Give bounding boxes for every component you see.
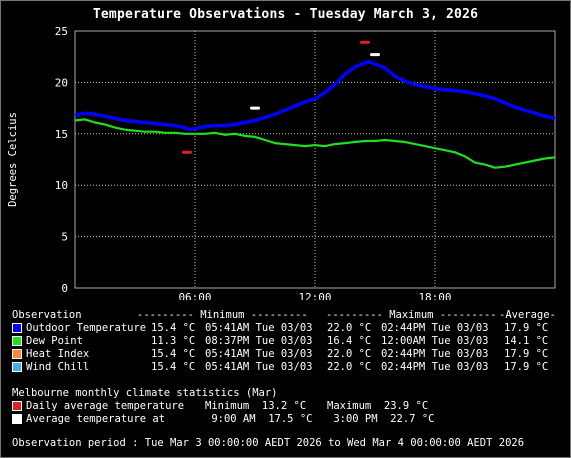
- marker-daily-average-temperature: [182, 150, 192, 154]
- marker-average-temperature-at: [370, 53, 380, 57]
- summary-heat-index-max: 22.0 °C: [327, 348, 372, 360]
- marker-average-temperature-at: [250, 106, 260, 110]
- legend-swatch-heat-index: [12, 349, 22, 359]
- observation-period: Observation period : Tue Mar 3 00:00:00 …: [12, 437, 525, 449]
- climate-stats-title: Melbourne monthly climate statistics (Ma…: [12, 387, 278, 399]
- summary-wind-chill-max: 22.0 °C: [327, 361, 372, 373]
- summary-wind-chill-label: Wind Chill: [26, 361, 90, 373]
- y-tick-label: 15: [55, 128, 68, 141]
- climate-daily-average-temperature-second: Maximum 23.9 °C: [327, 400, 429, 412]
- header-observation: Observation: [12, 309, 82, 321]
- summary-heat-index-avg: 17.9 °C: [504, 348, 549, 360]
- summary-heat-index-min-time: 05:41AM Tue 03/03: [205, 348, 313, 360]
- summary-heat-index-min: 15.4 °C: [151, 348, 196, 360]
- header-minimum: --------- Minimum ---------: [137, 309, 308, 321]
- summary-wind-chill-min-time: 05:41AM Tue 03/03: [205, 361, 313, 373]
- summary-dew-point-min: 11.3 °C: [151, 335, 196, 347]
- summary-dew-point-label: Dew Point: [26, 335, 83, 347]
- summary-outdoor-temperature-avg: 17.9 °C: [504, 322, 549, 334]
- legend-swatch-dew-point: [12, 336, 22, 346]
- summary-wind-chill-max-time: 02:44PM Tue 03/03: [381, 361, 489, 373]
- summary-dew-point-min-time: 08:37PM Tue 03/03: [205, 335, 313, 347]
- summary-outdoor-temperature-max: 22.0 °C: [327, 322, 372, 334]
- summary-wind-chill-min: 15.4 °C: [151, 361, 196, 373]
- summary-wind-chill-avg: 17.9 °C: [504, 361, 549, 373]
- series-line-dew-point: [74, 118, 556, 169]
- x-tick-label: 06:00: [178, 291, 211, 300]
- legend-swatch-wind-chill: [12, 362, 22, 372]
- header-maximum: --------- Maximum ---------: [326, 309, 497, 321]
- y-tick-label: 0: [61, 282, 68, 295]
- chart-title: Temperature Observations - Tuesday March…: [92, 7, 479, 22]
- climate-swatch-daily-average-temperature: [12, 401, 22, 411]
- x-tick-label: 12:00: [298, 291, 331, 300]
- x-tick-label: 18:00: [418, 291, 451, 300]
- climate-average-temperature-at-label: Average temperature at: [26, 413, 166, 425]
- plot-area: [74, 30, 556, 289]
- summary-outdoor-temperature-label: Outdoor Temperature: [26, 322, 147, 334]
- y-tick-label: 10: [55, 179, 68, 192]
- summary-dew-point-max-time: 12:00AM Tue 03/03: [381, 335, 489, 347]
- climate-average-temperature-at-first: 9:00 AM 17.5 °C: [205, 413, 313, 425]
- y-tick-label: 25: [55, 25, 68, 38]
- summary-dew-point-max: 16.4 °C: [327, 335, 372, 347]
- summary-heat-index-label: Heat Index: [26, 348, 90, 360]
- summary-heat-index-max-time: 02:44PM Tue 03/03: [381, 348, 489, 360]
- marker-daily-average-temperature: [360, 40, 370, 44]
- y-axis-label: Degrees Celcius: [7, 112, 19, 207]
- climate-swatch-average-temperature-at: [12, 414, 22, 424]
- temperature-chart: 0 5 10 15 20 25 06:00 12:00 18:00 Degrees Celcius: [7, 25, 556, 300]
- summary-outdoor-temperature-min: 15.4 °C: [151, 322, 196, 334]
- summary-outdoor-temperature-min-time: 05:41AM Tue 03/03: [205, 322, 313, 334]
- summary-dew-point-avg: 14.1 °C: [504, 335, 549, 347]
- climate-daily-average-temperature-label: Daily average temperature: [26, 400, 185, 412]
- header-average: -Average-: [499, 309, 556, 321]
- climate-daily-average-temperature-first: Minimum 13.2 °C: [205, 400, 307, 412]
- climate-average-temperature-at-second: 3:00 PM 22.7 °C: [327, 413, 435, 425]
- y-tick-label: 5: [61, 231, 68, 244]
- series-line-outdoor-temperature: [74, 60, 556, 132]
- summary-outdoor-temperature-max-time: 02:44PM Tue 03/03: [381, 322, 489, 334]
- legend-swatch-outdoor-temperature: [12, 323, 22, 333]
- y-tick-label: 20: [55, 76, 68, 89]
